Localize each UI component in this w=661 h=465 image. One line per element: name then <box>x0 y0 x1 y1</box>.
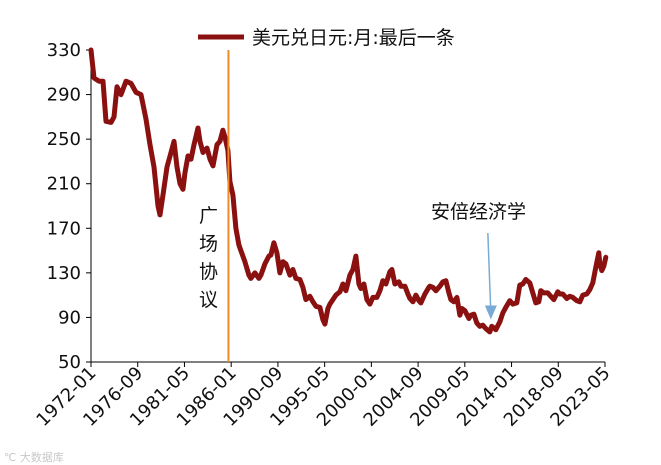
series-line <box>88 47 609 335</box>
y-tick-label: 90 <box>58 307 81 328</box>
x-axis-ticks: 1972-011976-091981-051986-011990-091995-… <box>32 362 615 431</box>
watermark: ℃ 大数据库 <box>4 450 64 464</box>
y-tick-label: 50 <box>58 352 81 373</box>
y-tick-label: 290 <box>47 85 81 106</box>
legend-label: 美元兑日元:月:最后一条 <box>252 27 455 49</box>
y-tick-label: 330 <box>47 40 81 61</box>
plaza-accord-label-char: 场 <box>199 233 218 255</box>
series-layer <box>88 47 609 335</box>
y-tick-label: 250 <box>47 129 81 150</box>
y-tick-label: 170 <box>47 218 81 239</box>
plaza-accord-label-char: 广 <box>199 205 218 227</box>
abenomics-arrow-head <box>484 305 497 320</box>
plaza-accord-label-char: 议 <box>199 289 218 311</box>
y-axis-ticks: 50 90 130 170 210 250 290 330 <box>47 40 91 373</box>
legend: 美元兑日元:月:最后一条 <box>198 27 455 49</box>
plaza-accord-label-char: 协 <box>199 261 218 283</box>
abenomics-label: 安倍经济学 <box>431 201 526 223</box>
abenomics-arrow-shaft <box>487 232 492 314</box>
y-tick-label: 210 <box>47 174 81 195</box>
y-tick-label: 130 <box>47 263 81 284</box>
